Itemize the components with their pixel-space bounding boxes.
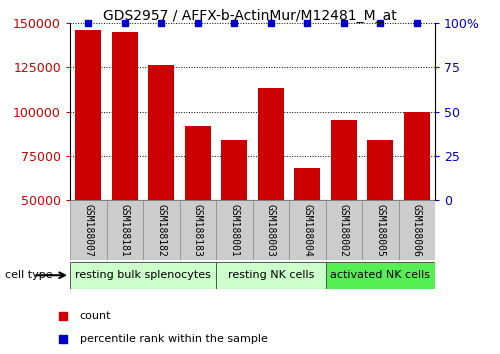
Bar bbox=[143, 200, 180, 260]
Bar bbox=[112, 32, 138, 289]
Bar bbox=[258, 88, 283, 289]
Text: count: count bbox=[80, 311, 111, 321]
Text: GDS2957 / AFFX-b-ActinMur/M12481_M_at: GDS2957 / AFFX-b-ActinMur/M12481_M_at bbox=[103, 9, 397, 23]
Text: GSM188001: GSM188001 bbox=[229, 204, 239, 257]
Text: GSM188005: GSM188005 bbox=[375, 204, 385, 257]
Text: GSM188006: GSM188006 bbox=[412, 204, 422, 257]
Bar bbox=[106, 200, 143, 260]
Text: GSM188007: GSM188007 bbox=[83, 204, 93, 257]
Bar bbox=[185, 126, 210, 289]
Text: cell type: cell type bbox=[5, 270, 52, 280]
Bar bbox=[252, 200, 289, 260]
Text: GSM188004: GSM188004 bbox=[302, 204, 312, 257]
Bar bbox=[294, 168, 320, 289]
Text: GSM188181: GSM188181 bbox=[120, 204, 130, 257]
Bar bbox=[289, 200, 326, 260]
Text: GSM188002: GSM188002 bbox=[339, 204, 349, 257]
Bar bbox=[70, 262, 216, 289]
Bar bbox=[326, 200, 362, 260]
Text: GSM188182: GSM188182 bbox=[156, 204, 166, 257]
Bar bbox=[216, 200, 252, 260]
Bar bbox=[222, 140, 247, 289]
Bar bbox=[404, 112, 429, 289]
Text: resting bulk splenocytes: resting bulk splenocytes bbox=[75, 270, 211, 280]
Bar bbox=[180, 200, 216, 260]
Bar bbox=[398, 200, 435, 260]
Bar bbox=[331, 120, 356, 289]
Text: resting NK cells: resting NK cells bbox=[228, 270, 314, 280]
Bar bbox=[362, 200, 399, 260]
Text: GSM188003: GSM188003 bbox=[266, 204, 276, 257]
Text: percentile rank within the sample: percentile rank within the sample bbox=[80, 334, 268, 344]
Bar bbox=[76, 30, 101, 289]
Bar bbox=[368, 140, 393, 289]
Bar bbox=[148, 65, 174, 289]
Bar bbox=[70, 200, 106, 260]
Bar bbox=[326, 262, 435, 289]
Text: GSM188183: GSM188183 bbox=[193, 204, 203, 257]
Text: activated NK cells: activated NK cells bbox=[330, 270, 430, 280]
Bar bbox=[216, 262, 326, 289]
